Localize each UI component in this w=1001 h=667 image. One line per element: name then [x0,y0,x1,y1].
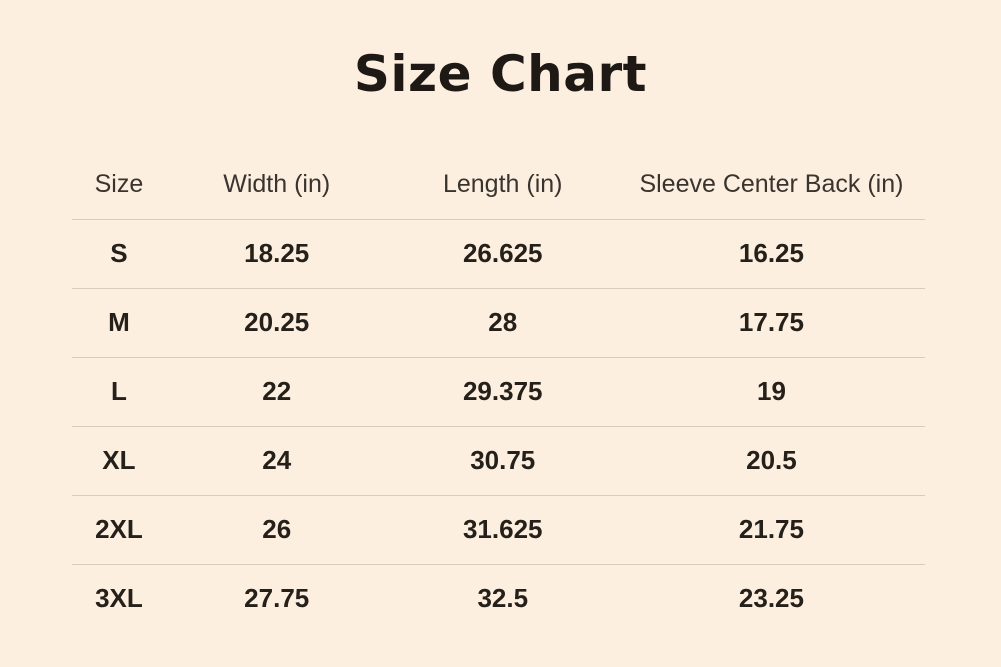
table-row: L 22 29.375 19 [72,357,925,426]
measurement-cell: 31.625 [462,514,543,544]
size-label-cell: 3XL [95,583,143,614]
page-title: Size Chart [353,45,648,103]
measurement-cell: 18.25 [244,238,310,268]
measurement-cell: 19 [756,376,786,406]
size-label-cell: XL [102,445,136,475]
measurement-cell: 30.75 [470,445,536,475]
column-header-size: Size [94,170,144,199]
table-header: Size Width (in) Length (in) Sleeve Cente… [72,151,925,219]
size-label-cell: M [108,307,130,337]
measurement-cell: 26 [262,514,292,544]
measurement-cell: 26.625 [462,238,543,268]
size-label-cell: S [110,238,128,268]
measurement-cell: 24 [262,445,292,475]
column-header-length: Length (in) [442,170,563,199]
column-header-sleeve-center-back: Sleeve Center Back (in) [639,170,904,199]
column-header-width: Width (in) [223,170,331,199]
table-header-row: Size Width (in) Length (in) Sleeve Cente… [72,151,925,219]
measurement-cell: 21.75 [738,514,804,544]
measurement-cell: 28 [488,307,518,337]
table-body: S 18.25 26.625 16.25 M 20.25 28 17.75 L … [72,219,925,633]
table-row: M 20.25 28 17.75 [72,288,925,357]
size-label-cell: 2XL [95,514,143,544]
measurement-cell: 27.75 [244,583,310,614]
measurement-cell: 20.5 [746,445,797,475]
table-row: 2XL 26 31.625 21.75 [72,495,925,564]
measurement-cell: 22 [262,376,292,406]
size-label-cell: L [110,376,127,406]
measurement-cell: 17.75 [738,307,804,337]
table-row: S 18.25 26.625 16.25 [72,219,925,288]
table-row: 3XL 27.75 32.5 23.25 [72,564,925,633]
measurement-cell: 23.25 [738,583,804,614]
measurement-cell: 29.375 [462,376,543,406]
measurement-cell: 32.5 [477,583,529,614]
size-chart-table: Size Width (in) Length (in) Sleeve Cente… [72,151,925,633]
table-row: XL 24 30.75 20.5 [72,426,925,495]
measurement-cell: 20.25 [244,307,310,337]
measurement-cell: 16.25 [738,238,804,268]
